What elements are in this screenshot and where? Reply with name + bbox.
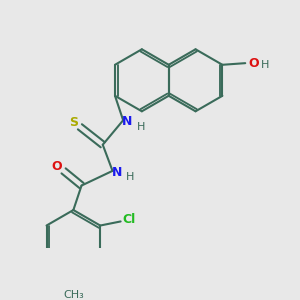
Text: N: N <box>122 116 132 128</box>
Text: O: O <box>248 57 259 70</box>
Text: N: N <box>111 166 122 179</box>
Text: H: H <box>137 122 145 132</box>
Text: H: H <box>126 172 135 182</box>
Text: Cl: Cl <box>122 212 135 226</box>
Text: H: H <box>261 60 269 70</box>
Text: S: S <box>69 116 78 129</box>
Text: CH₃: CH₃ <box>63 290 84 300</box>
Text: O: O <box>52 160 62 173</box>
